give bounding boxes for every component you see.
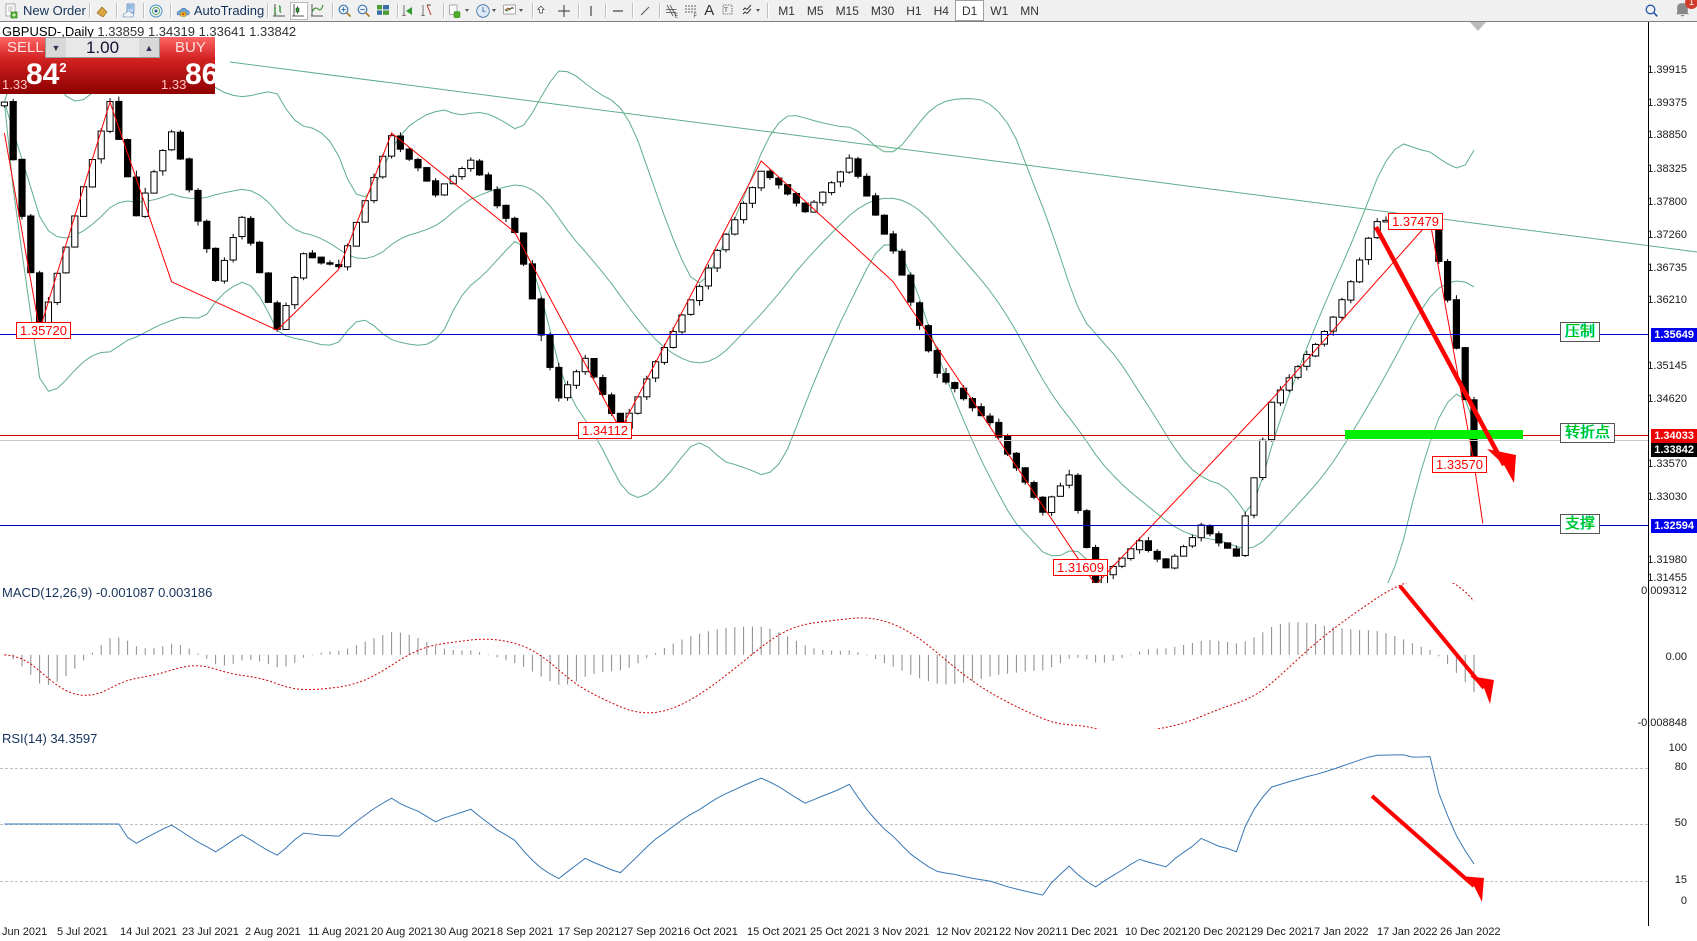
svg-text:T: T [724, 7, 728, 14]
svg-text:E: E [675, 13, 679, 19]
svg-text:F: F [694, 13, 698, 19]
